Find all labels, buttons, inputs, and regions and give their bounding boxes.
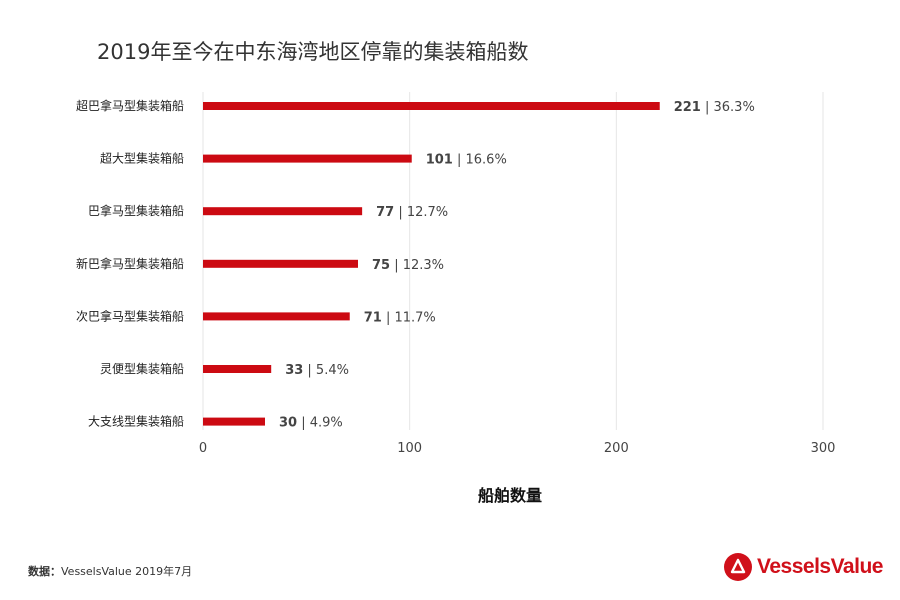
source-note: 数据：VesselsValue 2019年7月 [28,563,192,579]
data-label: 33 | 5.4% [285,363,349,378]
data-label-percent: | 12.7% [394,205,448,220]
category-label: 次巴拿马型集装箱船 [76,308,184,323]
category-label: 超大型集装箱船 [100,151,184,166]
x-axis-label: 船舶数量 [478,486,543,505]
category-label: 超巴拿马型集装箱船 [76,98,184,113]
bar [203,417,265,426]
data-label-percent: | 12.3% [390,258,444,273]
data-label: 221 | 36.3% [674,100,755,115]
x-tick-label: 0 [199,441,207,456]
data-label-percent: | 36.3% [701,100,755,115]
data-label-value: 75 [372,258,390,273]
data-label-value: 101 [426,153,453,168]
bar [203,207,363,216]
x-tick-label: 300 [811,441,836,456]
chart-title: 2019年至今在中东海湾地区停靠的集装箱船数 [97,40,529,64]
source-prefix: 数据： [28,565,61,578]
triangle-logo-icon [724,553,752,581]
data-label: 77 | 12.7% [376,205,448,220]
data-label-percent: | 4.9% [297,416,343,431]
data-label: 30 | 4.9% [279,416,343,431]
vesselsvalue-logo: VesselsValue [724,553,883,581]
bar [203,102,660,110]
bar [203,365,272,373]
data-label-percent: | 11.7% [382,310,436,325]
x-tick-label: 200 [604,441,629,456]
data-label: 71 | 11.7% [364,310,436,325]
data-label: 75 | 12.3% [372,258,444,273]
data-label: 101 | 16.6% [426,153,507,168]
category-label: 灵便型集装箱船 [100,361,184,376]
data-label-value: 221 [674,100,701,115]
bar [203,154,412,163]
bar [203,259,358,268]
logo-text: VesselsValue [757,555,883,578]
data-label-value: 71 [364,310,382,325]
data-label-percent: | 5.4% [303,363,349,378]
data-label-value: 30 [279,416,297,431]
x-tick-label: 100 [397,441,422,456]
bar [203,312,350,321]
category-label: 巴拿马型集装箱船 [88,203,184,218]
data-label-percent: | 16.6% [453,153,507,168]
data-label-value: 77 [376,205,394,220]
category-label: 大支线型集装箱船 [88,414,184,429]
category-label: 新巴拿马型集装箱船 [76,256,184,271]
data-label-value: 33 [285,363,303,378]
source-text: VesselsValue 2019年7月 [61,565,193,578]
